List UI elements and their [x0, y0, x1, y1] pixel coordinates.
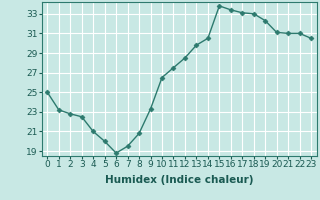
X-axis label: Humidex (Indice chaleur): Humidex (Indice chaleur): [105, 175, 253, 185]
